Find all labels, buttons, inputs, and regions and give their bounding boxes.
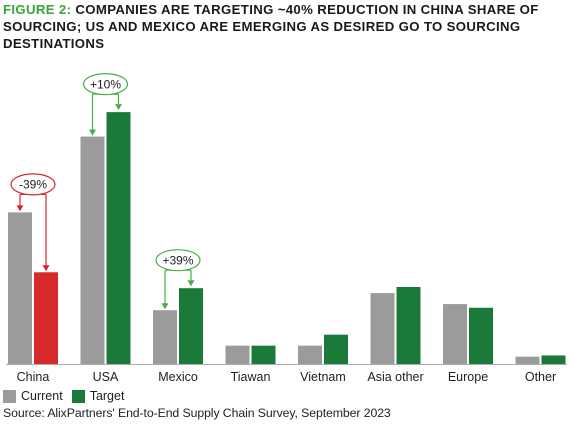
annotation-arrowhead-current-usa bbox=[89, 129, 96, 136]
category-label-vietnam: Vietnam bbox=[300, 370, 346, 384]
bar-current-europe bbox=[443, 304, 467, 364]
bar-target-asia-other bbox=[396, 286, 421, 364]
bar-current-vietnam bbox=[298, 345, 322, 364]
annotation-oval-china bbox=[10, 173, 56, 196]
bar-target-china bbox=[34, 272, 58, 364]
bar-target-other bbox=[541, 355, 566, 364]
annotation-oval-usa bbox=[82, 73, 129, 96]
annotation-arrowhead-current-china bbox=[16, 205, 24, 212]
bar-chart: China USA Mexico Tiawan Vietnam Asia other Eur… bbox=[6, 73, 567, 384]
annotation-label-china: -39% bbox=[19, 178, 47, 192]
category-label-tiawan: Tiawan bbox=[231, 370, 271, 384]
legend-swatch-current bbox=[3, 389, 16, 403]
source-note: Source: AlixPartners' End-to-End Supply … bbox=[3, 406, 391, 420]
category-label-china: China bbox=[17, 370, 50, 384]
bar-target-europe bbox=[469, 307, 493, 364]
annotation-label-mexico: +39% bbox=[162, 253, 193, 267]
annotation-arrowhead-target-mexico bbox=[187, 280, 195, 287]
annotation-oval-mexico bbox=[155, 249, 201, 272]
bar-current-tiawan bbox=[225, 345, 250, 364]
legend-item-current: Current bbox=[3, 389, 63, 403]
legend-label-target: Target bbox=[89, 389, 125, 403]
category-label-mexico: Mexico bbox=[158, 370, 198, 384]
category-label-europe: Europe bbox=[448, 370, 488, 384]
bar-current-china bbox=[8, 212, 32, 364]
bar-target-vietnam bbox=[324, 334, 348, 364]
annotation-label-usa: +10% bbox=[90, 77, 121, 91]
chart-title: FIGURE 2: COMPANIES ARE TARGETING ~40% R… bbox=[3, 1, 569, 52]
bar-target-tiawan bbox=[251, 345, 276, 364]
bar-target-usa bbox=[106, 112, 131, 364]
legend-swatch-target bbox=[71, 389, 85, 403]
legend-item-target: Target bbox=[71, 389, 125, 403]
bar-target-mexico bbox=[179, 288, 203, 364]
legend: Current Target bbox=[3, 388, 133, 404]
bar-current-usa bbox=[80, 136, 105, 364]
bar-current-mexico bbox=[153, 310, 177, 364]
annotation-arrowhead-current-mexico bbox=[161, 303, 169, 310]
category-label-asia-other: Asia other bbox=[367, 370, 423, 384]
category-label-usa: USA bbox=[93, 370, 119, 384]
figure-label: FIGURE 2: bbox=[3, 2, 72, 17]
category-label-other: Other bbox=[525, 370, 556, 384]
annotation-arrowhead-target-china bbox=[42, 265, 50, 272]
legend-label-current: Current bbox=[21, 389, 63, 403]
figure-title-text: COMPANIES ARE TARGETING ~40% REDUCTION I… bbox=[3, 2, 539, 51]
annotation-arrowhead-target-usa bbox=[115, 104, 122, 111]
bar-current-asia-other bbox=[370, 293, 395, 364]
bar-current-other bbox=[515, 356, 540, 364]
